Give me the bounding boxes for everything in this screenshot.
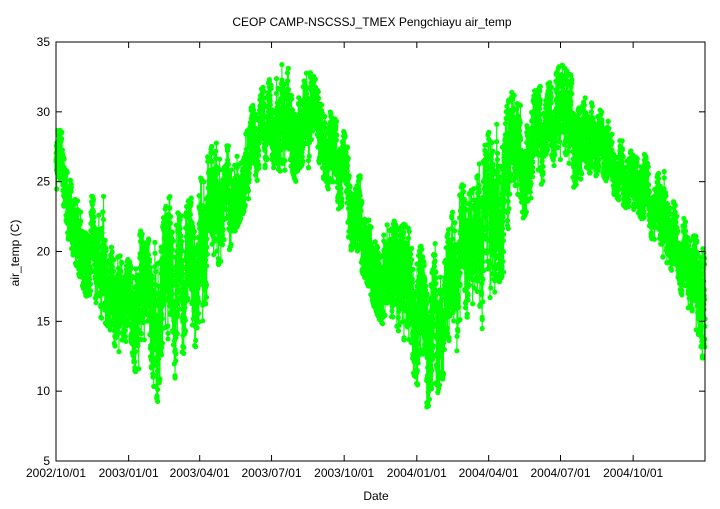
data-points xyxy=(53,62,707,409)
chart-title: CEOP CAMP-NSCSSJ_TMEX Pengchiayu air_tem… xyxy=(232,15,512,29)
